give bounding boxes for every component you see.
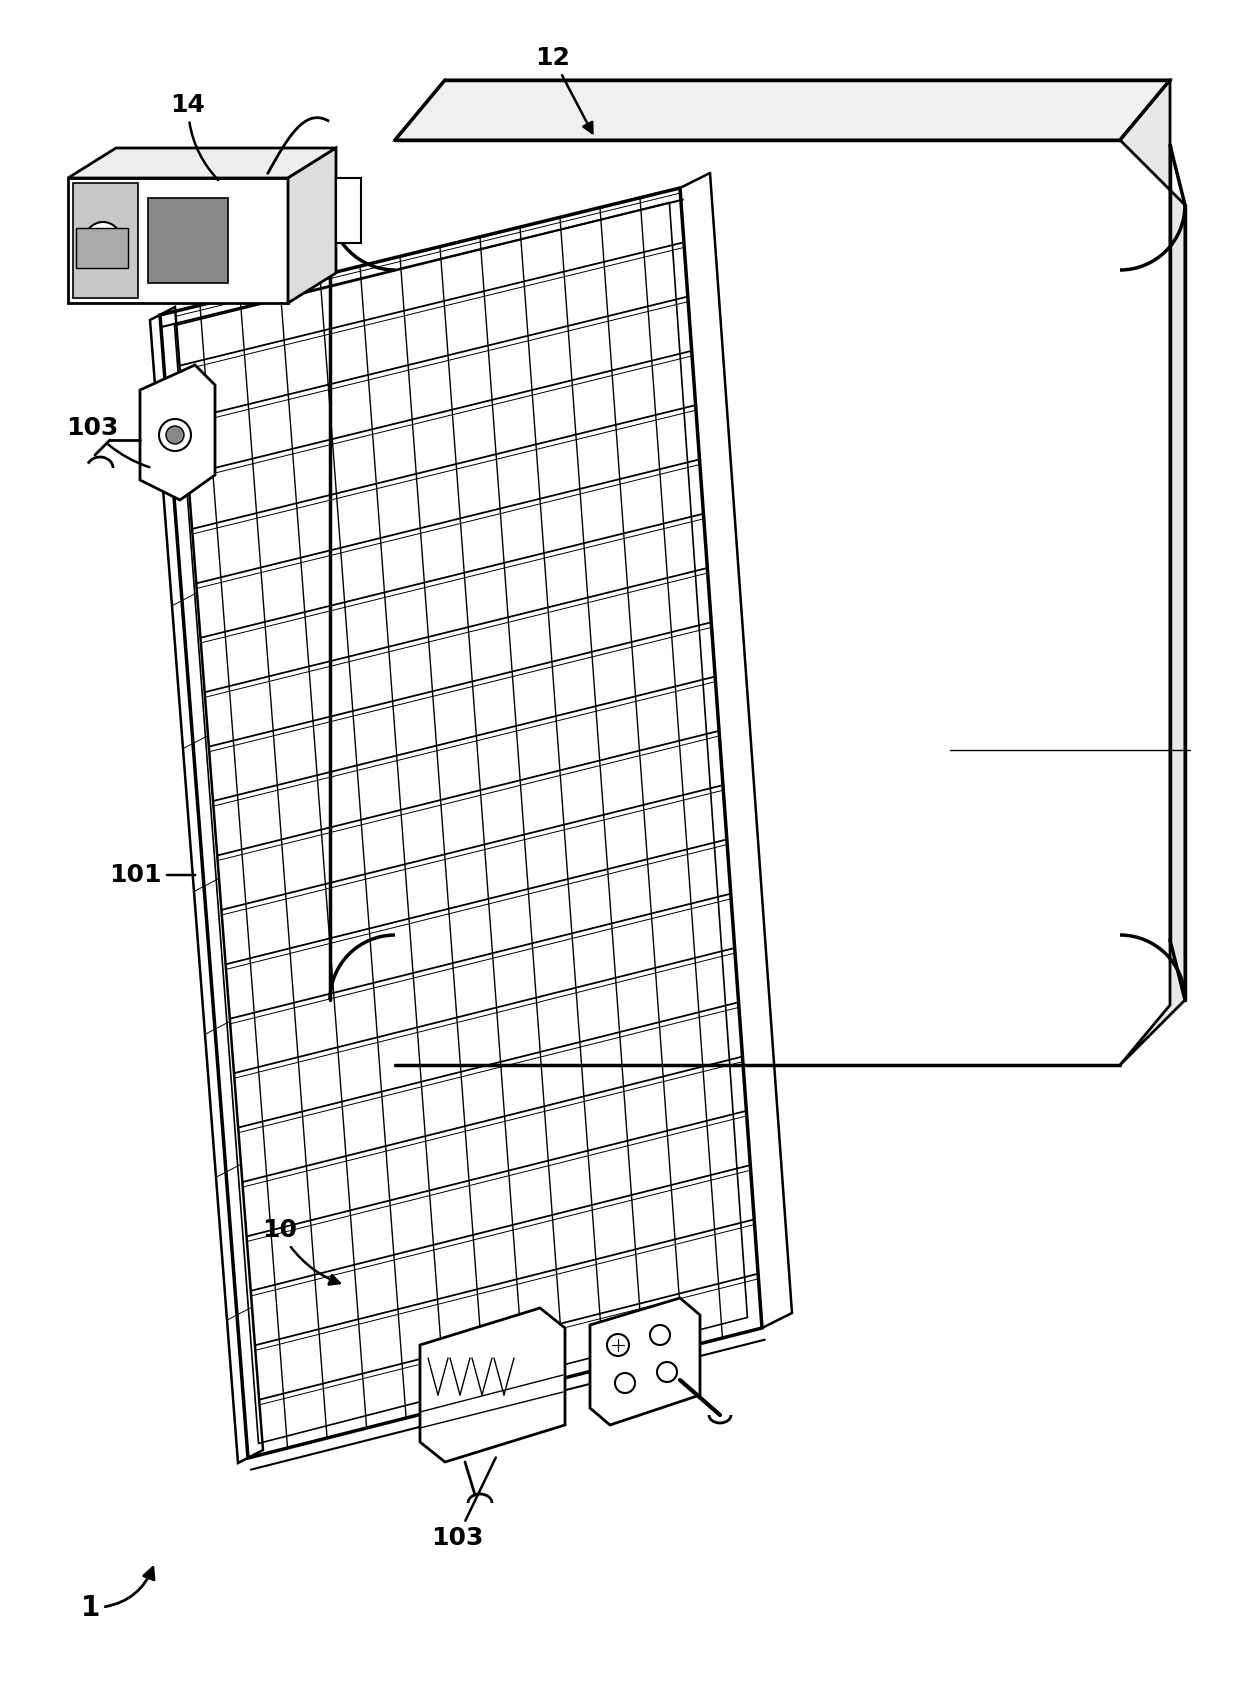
Polygon shape [160,189,763,1458]
Polygon shape [396,79,1171,140]
Circle shape [166,426,184,445]
Text: 103: 103 [430,1458,496,1550]
Circle shape [159,420,191,452]
Text: 103: 103 [66,416,149,467]
Polygon shape [148,199,228,283]
Polygon shape [140,366,215,500]
Polygon shape [288,148,336,303]
Text: 1: 1 [81,1567,154,1623]
Circle shape [93,229,113,249]
Circle shape [86,222,122,258]
Text: 12: 12 [536,45,593,133]
Polygon shape [68,179,288,303]
Text: 101: 101 [109,863,195,886]
Polygon shape [76,227,128,268]
Polygon shape [150,307,263,1463]
Text: 10: 10 [263,1218,340,1284]
Circle shape [615,1373,635,1393]
Polygon shape [336,179,361,243]
Polygon shape [330,140,1185,1065]
Circle shape [657,1361,677,1382]
Polygon shape [68,148,336,179]
Polygon shape [590,1297,701,1426]
Polygon shape [420,1308,565,1463]
Circle shape [608,1335,629,1356]
Text: 14: 14 [171,93,218,180]
Circle shape [650,1324,670,1345]
Polygon shape [73,184,138,298]
Polygon shape [1120,79,1185,1065]
